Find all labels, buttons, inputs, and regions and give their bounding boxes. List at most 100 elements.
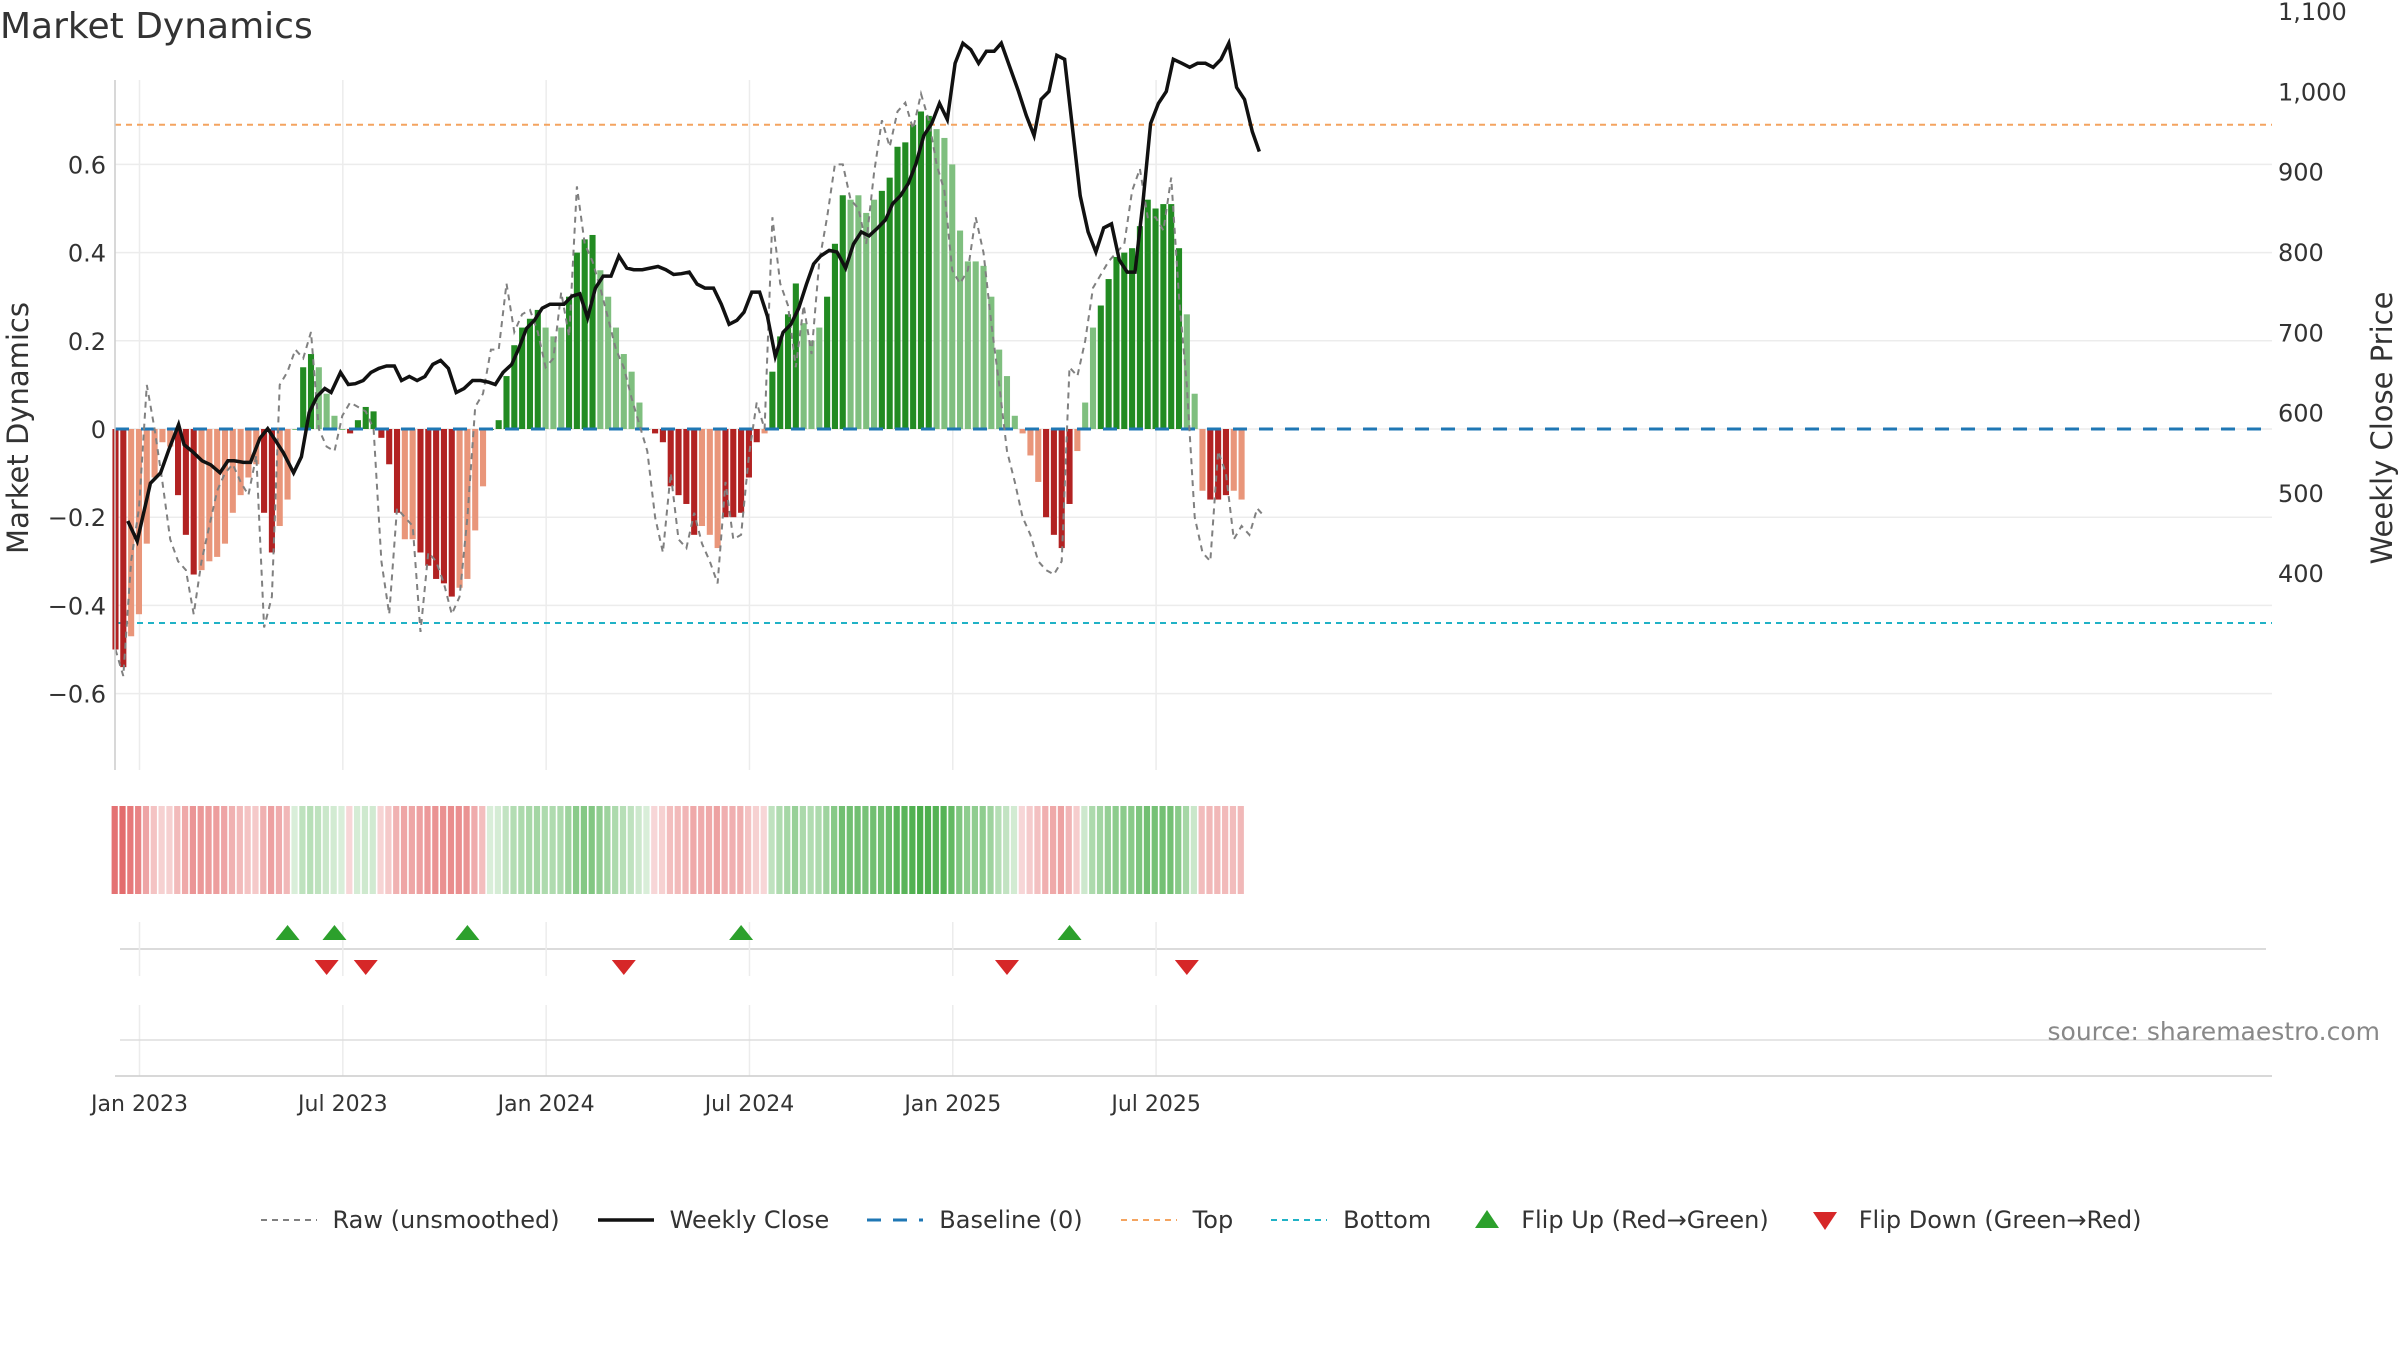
strip-cell [1003, 806, 1010, 894]
momentum-bar [863, 212, 870, 429]
momentum-bar [393, 429, 401, 513]
strip-cell [549, 806, 556, 894]
strip-cell [1120, 806, 1127, 894]
x-tick-label: Jul 2025 [1109, 1092, 1201, 1117]
momentum-bar [245, 429, 252, 478]
momentum-bar [1003, 376, 1011, 429]
momentum-bar [417, 429, 424, 553]
momentum-bar [620, 354, 627, 429]
momentum-bar [597, 270, 604, 429]
momentum-bar [652, 429, 659, 434]
strip-cell [784, 806, 791, 894]
legend-label-flipdown: Flip Down (Green→Red) [1858, 1206, 2142, 1234]
strip-cell [533, 806, 541, 894]
strip-cell [526, 806, 533, 894]
momentum-bar [1183, 314, 1190, 429]
strip-cell [987, 806, 994, 894]
momentum-bar [550, 336, 557, 429]
legend-item-raw: Raw (unsmoothed) [259, 1206, 560, 1234]
left-tick-label: −0.6 [48, 681, 106, 709]
left-tick-label: 0 [91, 416, 106, 444]
momentum-bar [1136, 226, 1143, 429]
flip-signal-panel [120, 922, 2266, 976]
momentum-bar [949, 164, 956, 429]
momentum-bar [1113, 257, 1120, 429]
strip-cell [369, 806, 376, 894]
momentum-bar [175, 429, 182, 496]
momentum-bar [683, 429, 690, 504]
strip-cell [510, 806, 517, 894]
strip-cell [612, 806, 619, 894]
strip-cell [314, 806, 322, 894]
momentum-bar [198, 429, 205, 571]
momentum-bar [1129, 248, 1136, 429]
strip-cell [1182, 806, 1190, 894]
momentum-bar [855, 195, 862, 429]
momentum-bar [972, 261, 979, 429]
momentum-bar [182, 429, 189, 535]
strip-cell [135, 806, 142, 894]
right-tick-label: 1,000 [2278, 78, 2347, 106]
strip-cell [119, 806, 126, 894]
strip-cell [127, 806, 134, 894]
strip-cell [1057, 806, 1065, 894]
strip-cell [737, 806, 744, 894]
strip-cell [885, 806, 892, 894]
left-tick-label: 0.6 [68, 151, 106, 179]
strip-cell [745, 806, 752, 894]
strip-cell [447, 806, 455, 894]
momentum-bar [769, 371, 776, 429]
strip-cell [299, 806, 306, 894]
strip-cell [752, 806, 760, 894]
strip-cell [291, 806, 298, 894]
flip-down-marker [314, 960, 339, 975]
momentum-bar [581, 239, 588, 429]
right-tick-label: 1,100 [2278, 0, 2347, 26]
x-tick-label: Jul 2023 [296, 1092, 388, 1117]
flip-up-marker [322, 925, 347, 940]
left-tick-label: 0.2 [68, 328, 106, 356]
strip-cell [666, 806, 674, 894]
strip-cell [643, 806, 650, 894]
momentum-bar [659, 429, 666, 443]
strip-cell [440, 806, 447, 894]
strip-cell [768, 806, 775, 894]
strip-cell [1198, 806, 1205, 894]
momentum-bar [1011, 415, 1018, 429]
momentum-bar [1121, 252, 1128, 429]
legend-item-top: Top [1119, 1206, 1233, 1234]
x-tick-label: Jan 2024 [496, 1092, 595, 1117]
strip-cell [307, 806, 314, 894]
strip-cell [486, 806, 494, 894]
strip-cell [1237, 806, 1244, 894]
strip-cell [557, 806, 564, 894]
momentum-bar [698, 429, 706, 527]
strip-cell [1010, 806, 1018, 894]
strip-cell [877, 806, 885, 894]
momentum-bar [433, 429, 440, 579]
momentum-bar [824, 296, 831, 429]
momentum-bar [980, 265, 987, 429]
strip-cell [1214, 806, 1221, 894]
strip-cell [1151, 806, 1158, 894]
strip-cell [1136, 806, 1143, 894]
strip-cell [604, 806, 611, 894]
momentum-bars [112, 111, 1245, 668]
momentum-bar [1144, 199, 1151, 429]
strip-cell [1112, 806, 1119, 894]
momentum-bar [925, 115, 932, 429]
legend-item-bottom: Bottom [1269, 1206, 1431, 1234]
strip-cell [393, 806, 400, 894]
momentum-bar [738, 429, 745, 513]
strip-cell [948, 806, 955, 894]
momentum-bar [964, 261, 971, 429]
left-tick-label: 0.4 [68, 240, 106, 268]
momentum-bar [839, 195, 846, 429]
strip-cell [150, 806, 157, 894]
left-axis-label: Market Dynamics [1, 302, 35, 554]
strip-cell [111, 806, 118, 894]
momentum-bar [370, 411, 377, 429]
strip-cell [1049, 806, 1057, 894]
momentum-bar [605, 296, 612, 429]
momentum-bar [941, 137, 948, 429]
